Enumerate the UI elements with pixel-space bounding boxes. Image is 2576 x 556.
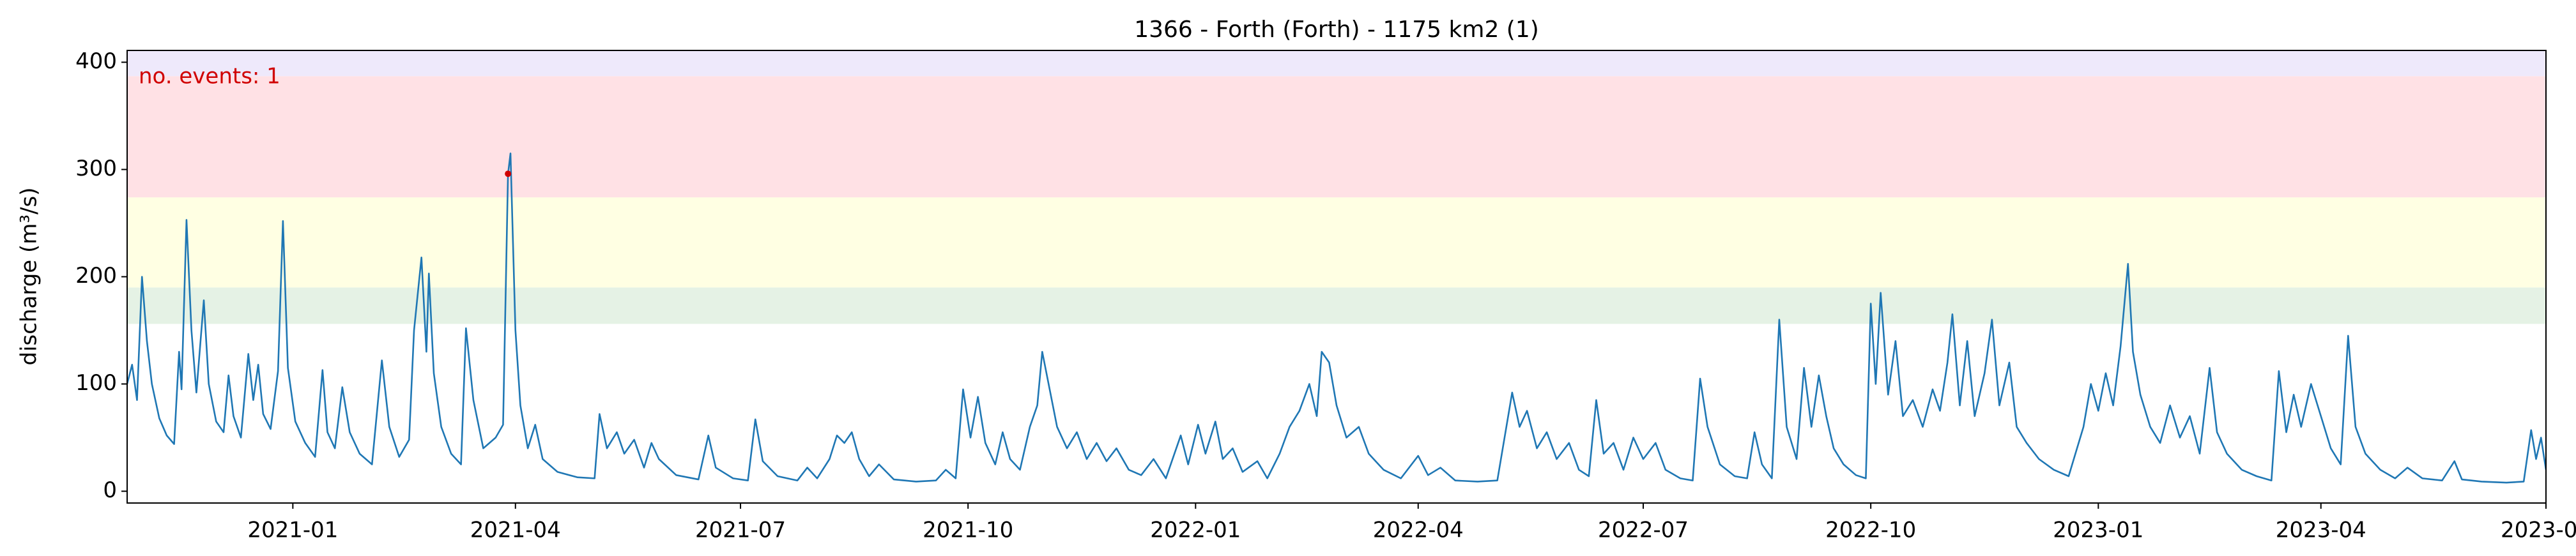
y-tick-label: 0 xyxy=(103,477,117,503)
x-tick-label: 2021-04 xyxy=(470,518,561,543)
x-tick-label: 2023-04 xyxy=(2276,518,2366,543)
discharge-line xyxy=(127,152,2546,484)
y-tick-label: 300 xyxy=(75,156,117,181)
x-tick-label: 2022-04 xyxy=(1373,518,1464,543)
y-tick-label: 400 xyxy=(75,49,117,74)
event-marker xyxy=(505,170,512,177)
y-axis-label: discharge (m³/s) xyxy=(17,188,42,366)
threshold-band xyxy=(127,287,2546,324)
x-tick-label: 2022-10 xyxy=(1825,518,1916,543)
x-tick-label: 2023-01 xyxy=(2053,518,2143,543)
annotation: no. events: 1 xyxy=(139,64,280,89)
chart-title: 1366 - Forth (Forth) - 1175 km2 (1) xyxy=(1134,17,1539,43)
x-tick-label: 2021-01 xyxy=(247,518,338,543)
y-tick-label: 100 xyxy=(75,370,117,396)
plot-area xyxy=(127,50,2546,484)
threshold-band xyxy=(127,50,2546,77)
x-tick-label: 2022-01 xyxy=(1150,518,1241,543)
x-tick-label: 2022-07 xyxy=(1598,518,1689,543)
y-tick-label: 200 xyxy=(75,263,117,289)
x-tick-label: 2023-07 xyxy=(2501,518,2576,543)
threshold-band xyxy=(127,76,2546,198)
x-tick-label: 2021-07 xyxy=(695,518,786,543)
threshold-band xyxy=(127,197,2546,288)
x-tick-label: 2021-10 xyxy=(923,518,1013,543)
